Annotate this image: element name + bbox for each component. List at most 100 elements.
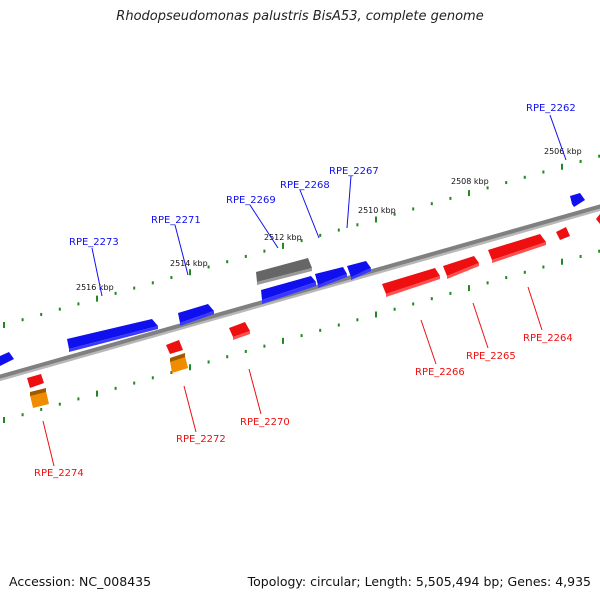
minor-tick (58, 402, 61, 406)
minor-tick (300, 334, 303, 338)
label-RPE_2264[interactable]: RPE_2264 (523, 333, 573, 344)
minor-tick (523, 270, 526, 274)
gene-RPE_2273[interactable] (67, 319, 158, 352)
label-RPE_2262[interactable]: RPE_2262 (526, 103, 576, 114)
minor-tick (114, 291, 117, 295)
minor-tick (133, 286, 136, 290)
gene-pseudo[interactable] (256, 258, 312, 285)
minor-tick (579, 159, 582, 163)
gene-RPE_2262[interactable] (570, 193, 585, 207)
minor-tick (244, 254, 247, 258)
minor-tick (430, 202, 433, 206)
gene-RPE_2274-red[interactable] (27, 374, 44, 388)
minor-tick (542, 170, 545, 174)
minor-tick (486, 186, 489, 190)
gene-RPE_2272-rna[interactable] (170, 353, 188, 373)
kbp-label-2514: 2514 kbp (170, 259, 208, 268)
minor-tick (170, 371, 173, 375)
kbp-label-2512: 2512 kbp (264, 233, 302, 242)
major-tick (468, 285, 470, 292)
minor-tick (579, 254, 582, 258)
minor-tick (244, 349, 247, 353)
minor-tick (263, 344, 266, 348)
minor-tick (505, 181, 508, 185)
minor-tick (114, 386, 117, 390)
minor-tick (486, 281, 489, 285)
upper-scale-ticks (3, 154, 600, 328)
minor-tick (40, 312, 43, 316)
backbone (0, 204, 600, 382)
minor-tick (226, 355, 229, 359)
label-RPE_2270[interactable]: RPE_2270 (240, 417, 290, 428)
gene-RPE_2274-rna[interactable] (30, 388, 49, 408)
major-tick (561, 258, 563, 265)
gene-small-right[interactable] (556, 227, 570, 240)
minor-tick (40, 407, 43, 411)
major-tick (96, 295, 98, 302)
minor-tick (207, 360, 210, 364)
minor-tick (542, 265, 545, 269)
forward-leaders (91, 114, 567, 297)
accession-label: Accession: NC_008435 (9, 574, 152, 589)
minor-tick (505, 276, 508, 280)
minor-tick (133, 381, 136, 385)
gene-RPE_2266[interactable] (382, 268, 440, 297)
gene-RPE_2264[interactable] (488, 234, 546, 263)
minor-tick (356, 223, 359, 227)
gene-edge-left[interactable] (0, 352, 14, 366)
gene-edge-right[interactable] (596, 214, 600, 224)
kbp-label-2508: 2508 kbp (451, 177, 489, 186)
kbp-label-2510: 2510 kbp (358, 206, 396, 215)
genome-title: Rhodopseudomonas palustris BisA53, compl… (116, 9, 484, 24)
major-tick (282, 242, 284, 249)
minor-tick (598, 249, 600, 253)
minor-tick (151, 281, 154, 285)
forward-genes (0, 193, 585, 366)
reverse-leaders (42, 286, 543, 467)
label-RPE_2265[interactable]: RPE_2265 (466, 351, 516, 362)
minor-tick (319, 233, 322, 237)
label-RPE_2271[interactable]: RPE_2271 (151, 215, 201, 226)
minor-tick (21, 413, 24, 417)
label-RPE_2272[interactable]: RPE_2272 (176, 434, 226, 445)
reverse-genes (27, 214, 600, 408)
gene-RPE_2272-red[interactable] (166, 340, 183, 354)
major-tick (375, 216, 377, 223)
minor-tick (300, 239, 303, 243)
label-RPE_2273[interactable]: RPE_2273 (69, 237, 119, 248)
minor-tick (598, 154, 600, 158)
label-RPE_2269[interactable]: RPE_2269 (226, 195, 276, 206)
major-tick (282, 337, 284, 344)
gene-RPE_2271[interactable] (178, 304, 214, 326)
minor-tick (412, 207, 415, 211)
minor-tick (393, 212, 396, 216)
label-RPE_2267[interactable]: RPE_2267 (329, 166, 379, 177)
major-tick (96, 390, 98, 397)
minor-tick (449, 196, 452, 200)
label-RPE_2268[interactable]: RPE_2268 (280, 180, 330, 191)
minor-tick (77, 302, 80, 306)
label-RPE_2274[interactable]: RPE_2274 (34, 468, 84, 479)
major-tick (189, 269, 191, 276)
gene-RPE_2268[interactable] (315, 267, 347, 288)
label-RPE_2266[interactable]: RPE_2266 (415, 367, 465, 378)
gene-RPE_2267[interactable] (347, 261, 371, 280)
minor-tick (449, 291, 452, 295)
minor-tick (263, 249, 266, 253)
minor-tick (151, 376, 154, 380)
major-tick (3, 417, 5, 423)
lower-scale-ticks (3, 249, 600, 423)
gene-RPE_2265[interactable] (443, 256, 479, 279)
kbp-label-2516: 2516 kbp (76, 283, 114, 292)
minor-tick (412, 302, 415, 306)
minor-tick (337, 323, 340, 327)
gene-labels: RPE_2262 RPE_2264 RPE_2265 RPE_2266 RPE_… (34, 103, 576, 479)
minor-tick (430, 297, 433, 301)
minor-tick (77, 397, 80, 401)
gene-RPE_2269[interactable] (261, 276, 316, 304)
gene-RPE_2270[interactable] (229, 322, 250, 340)
minor-tick (207, 265, 210, 269)
major-tick (561, 163, 563, 170)
